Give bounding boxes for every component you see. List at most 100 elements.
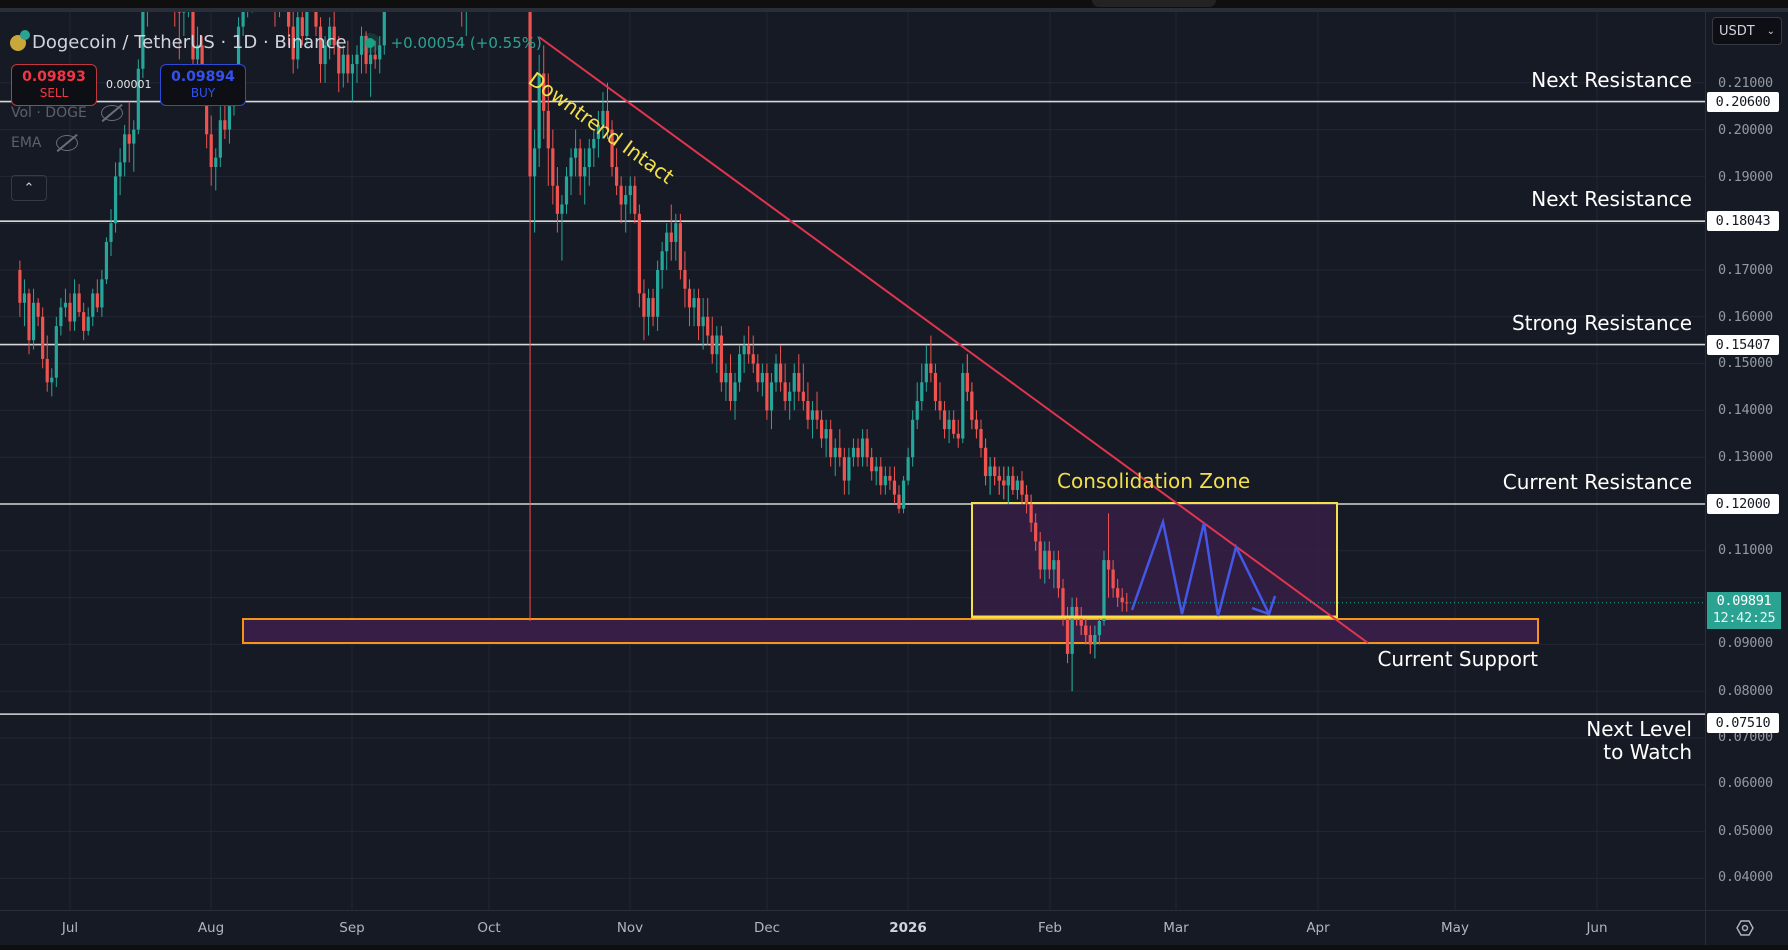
candle-body (323, 45, 327, 65)
candle-body (806, 401, 810, 420)
candle-body (1006, 475, 1010, 486)
candle-body (346, 54, 350, 74)
x-tick: Jul (61, 920, 79, 936)
buy-label: BUY (190, 86, 216, 100)
candle-body (801, 391, 805, 402)
candle-body (1084, 625, 1088, 636)
candle-body (132, 129, 136, 144)
market-status-dot-icon (364, 37, 375, 48)
candle-body (1088, 635, 1092, 645)
candle-body (701, 316, 705, 327)
candle-body (906, 457, 910, 481)
candle-body (692, 298, 696, 308)
candle-body (1038, 541, 1042, 570)
frame-border (0, 8, 1788, 12)
label-strong-resistance: Strong Resistance (1511, 311, 1692, 335)
label-current-support: Current Support (1377, 647, 1538, 671)
collapse-legend-button[interactable]: ⌃ (11, 175, 47, 201)
candle-body (961, 372, 965, 439)
chart-pane[interactable]: Dogecoin / TetherUS · 1D · Binance +0.00… (0, 12, 1705, 910)
y-tick: 0.16000 (1718, 309, 1773, 325)
candle-body (218, 120, 222, 158)
candle-body (195, 45, 200, 60)
candle-body (619, 185, 623, 205)
buy-button[interactable]: 0.09894 BUY (160, 64, 246, 106)
indicator-volume-label: Vol · DOGE (11, 105, 87, 121)
candle-body (847, 457, 851, 481)
eye-off-icon[interactable] (55, 135, 78, 151)
y-tick: 0.20000 (1718, 122, 1773, 138)
candle-body (819, 419, 824, 439)
candle-body (696, 298, 701, 327)
eye-off-icon[interactable] (100, 105, 123, 121)
chevron-down-icon: ⌄ (1766, 26, 1775, 37)
candle-body (378, 45, 382, 60)
chart-settings-corner (1705, 910, 1788, 946)
candle-body (1065, 616, 1070, 654)
candle-body (678, 223, 682, 270)
candle-body (751, 354, 755, 364)
sell-button[interactable]: 0.09893 SELL (11, 64, 97, 106)
candle-body (1061, 588, 1065, 617)
candle-body (765, 372, 769, 411)
candle-body (901, 480, 906, 509)
candle-body (287, 12, 291, 27)
candle-body (1102, 560, 1106, 621)
candle-body (177, 12, 181, 13)
currency-select[interactable]: USDT ⌄ (1712, 17, 1782, 45)
candle-body (359, 36, 364, 55)
candle-body (95, 293, 99, 308)
candle-body (874, 466, 878, 472)
price-axis[interactable]: USDT ⌄ 0.21000 0.20000 0.19000 0.17000 0… (1705, 12, 1788, 910)
candle-body (382, 12, 386, 46)
candle-body (615, 167, 619, 186)
candle-body (942, 410, 947, 430)
candle-body (59, 307, 63, 327)
time-axis[interactable]: Jul Aug Sep Oct Nov Dec 2026 Feb Mar Apr… (0, 910, 1705, 946)
candle-body (915, 401, 919, 420)
y-tick: 0.08000 (1718, 683, 1773, 699)
x-tick: Aug (197, 920, 225, 936)
candle-body (136, 68, 140, 130)
candle-body (760, 372, 764, 383)
y-tick: 0.13000 (1718, 449, 1773, 465)
candle-body (1052, 560, 1056, 570)
candle-body (355, 54, 359, 65)
candle-body (624, 195, 628, 205)
candle-body (300, 17, 304, 36)
candle-body (997, 475, 1001, 481)
candle-body (924, 363, 928, 383)
x-tick: May (1441, 920, 1469, 936)
candle-body (1029, 504, 1033, 523)
current-price: 0.09891 (1716, 593, 1772, 609)
candle-body (583, 167, 587, 177)
candle-body (601, 110, 605, 125)
candle-body (68, 302, 72, 322)
candle-body (209, 134, 213, 168)
settings-icon[interactable] (1736, 919, 1754, 937)
candle-body (655, 270, 660, 317)
candle-body (54, 326, 58, 378)
candle-body (719, 335, 723, 383)
candle-body (742, 344, 746, 355)
y-tick: 0.19000 (1718, 169, 1773, 185)
chevron-up-icon: ⌃ (23, 181, 35, 196)
candle-body (715, 335, 719, 355)
candle-body (842, 457, 846, 481)
candle-body (236, 26, 241, 83)
candle-body (897, 494, 901, 509)
candle-body (596, 124, 600, 139)
candle-body (291, 26, 295, 60)
y-tick: 0.06000 (1718, 775, 1773, 791)
candle-body (1024, 494, 1029, 504)
indicator-volume[interactable]: Vol · DOGE (11, 105, 123, 121)
candle-body (929, 363, 933, 373)
indicator-ema[interactable]: EMA (11, 135, 78, 151)
price-chart[interactable] (0, 12, 1705, 910)
candle-body (537, 73, 541, 149)
window-bottom-bar (0, 945, 1788, 950)
candle-body (651, 298, 655, 317)
symbol-title[interactable]: Dogecoin / TetherUS · 1D · Binance (32, 32, 347, 53)
candle-body (123, 134, 127, 163)
candle-body (364, 36, 368, 65)
